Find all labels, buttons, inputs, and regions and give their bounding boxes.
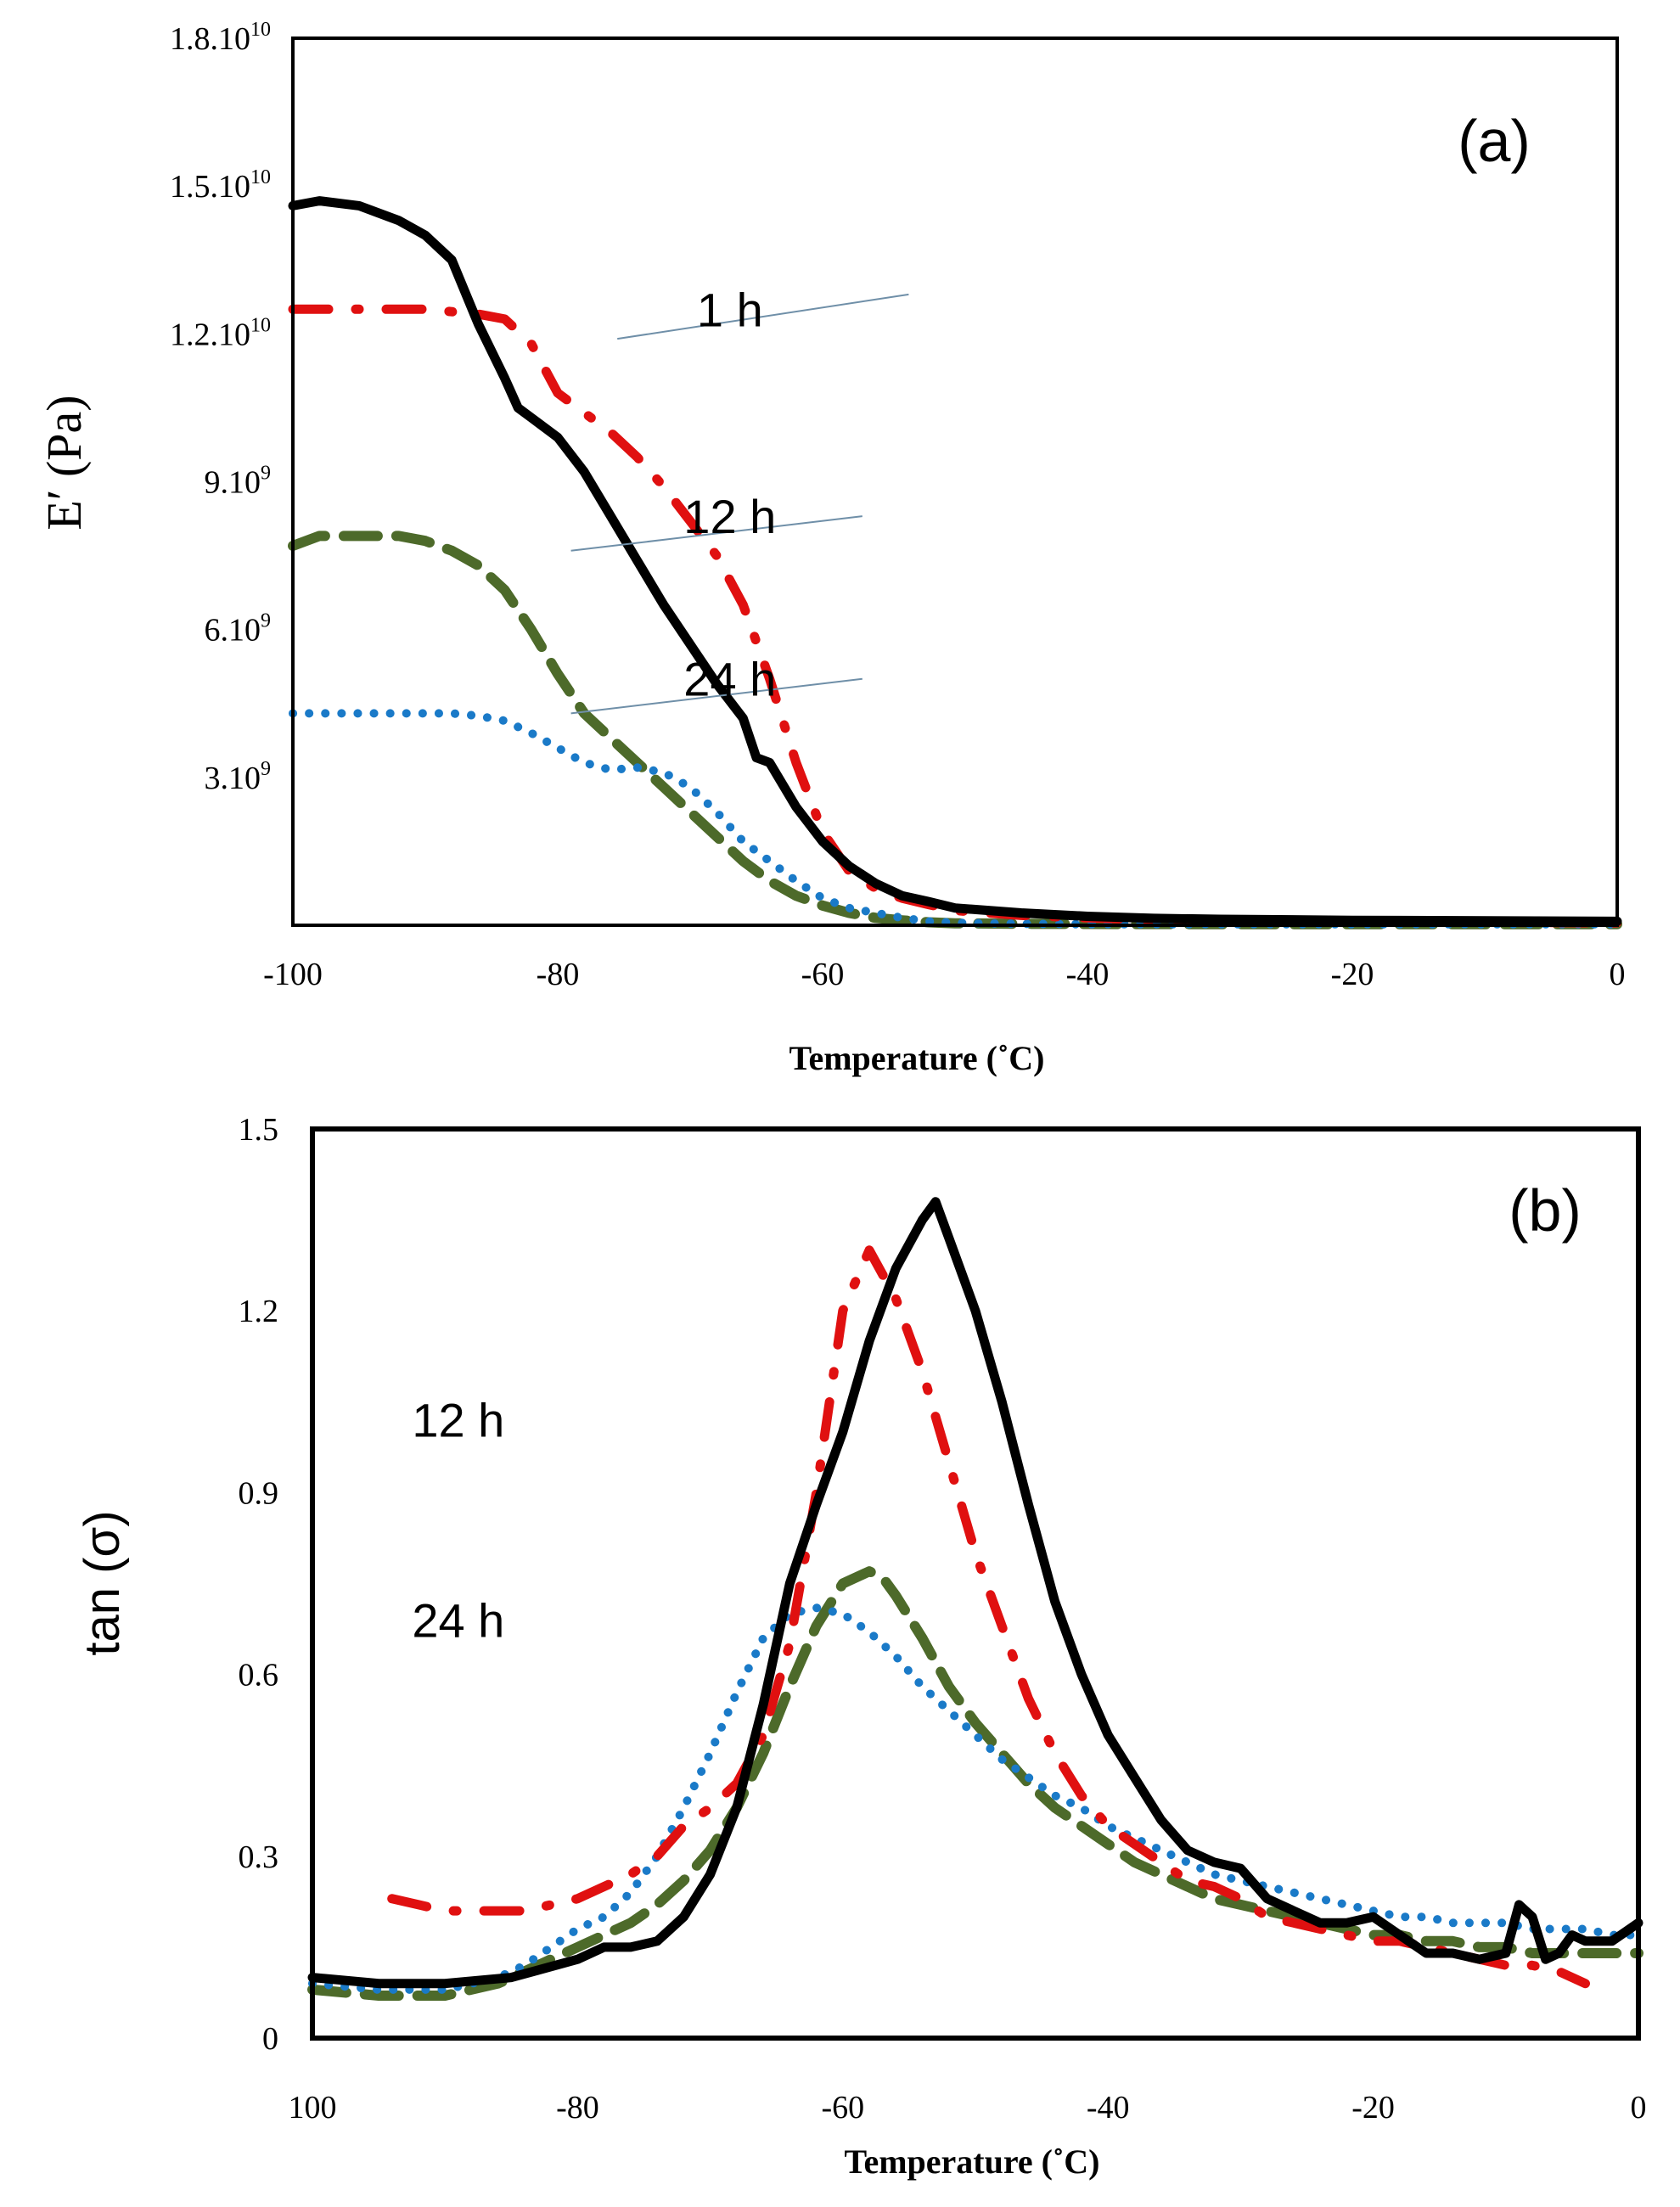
x-tick-label: -100	[263, 957, 323, 992]
y-tick-label: 9.109	[205, 463, 272, 501]
annotation-label: 1 h	[697, 283, 763, 336]
series-line-black-solid	[288, 196, 1622, 926]
x-tick-label: 100	[289, 2090, 337, 2126]
y-tick-label: 1.8.1010	[170, 19, 271, 57]
annotation-leader-line	[617, 293, 909, 340]
series-line-blue-dotted	[308, 1603, 1643, 1994]
y-tick-label: 1.2.1010	[170, 314, 271, 352]
annotation-leader-line	[570, 677, 862, 715]
annotation-label: 24 h	[683, 653, 776, 706]
annotation-label: 24 h	[412, 1593, 504, 1647]
x-tick-label: -80	[537, 957, 580, 992]
x-tick-label: -80	[556, 2090, 599, 2126]
y-tick-label: 6.109	[205, 610, 272, 649]
x-axis-title-a: Temperature (˚C)	[789, 1039, 1044, 1077]
x-tick-label: -20	[1351, 2090, 1395, 2126]
series-line-green-dashed	[288, 531, 1622, 929]
chart-panel-b: 100 -80 -60 -40 -20 0 0 0.3 0.6 0.9 1.2 1.5 12 h 24 …	[75, 1112, 1647, 2181]
x-tick-label: -60	[801, 957, 845, 992]
annotation-leader-line	[570, 515, 862, 552]
y-tick-label: 0.9	[239, 1475, 279, 1511]
x-tick-label: 0	[1631, 2090, 1647, 2126]
annotation-label: 12 h	[412, 1394, 504, 1447]
chart-panel-a: -100 -80 -60 -40 -20 0 3.109 6.109 9.109 1.2.1010…	[37, 19, 1626, 1077]
plot-frame-a	[291, 37, 1619, 927]
x-axis-title-b: Temperature (˚C)	[844, 2142, 1099, 2181]
series-line-black-solid	[307, 1197, 1643, 1989]
x-tick-label: -40	[1087, 2090, 1130, 2126]
y-tick-label: 3.109	[205, 758, 272, 796]
y-tick-label: 0.6	[239, 1658, 279, 1693]
y-axis-title-a: E′ (Pa)	[37, 395, 92, 530]
x-tick-label: -20	[1331, 957, 1374, 992]
plot-frame-b	[310, 1126, 1641, 2041]
x-tick-label: -60	[821, 2090, 864, 2126]
y-tick-label: 0.3	[239, 1839, 279, 1875]
panel-label-b: (b)	[1509, 1177, 1582, 1244]
series-line-red-dash-dot	[387, 1245, 1590, 1989]
annotation-label: 12 h	[683, 490, 776, 543]
x-tick-label: -40	[1066, 957, 1110, 992]
y-axis-title-b: tan (σ)	[75, 1510, 130, 1655]
y-tick-label: 0	[262, 2021, 278, 2057]
panel-label-a: (a)	[1458, 108, 1531, 174]
y-tick-label: 1.5.1010	[170, 166, 271, 205]
y-tick-label: 1.2	[239, 1294, 279, 1329]
x-tick-label: 0	[1610, 957, 1626, 992]
y-tick-label: 1.5	[239, 1112, 279, 1148]
